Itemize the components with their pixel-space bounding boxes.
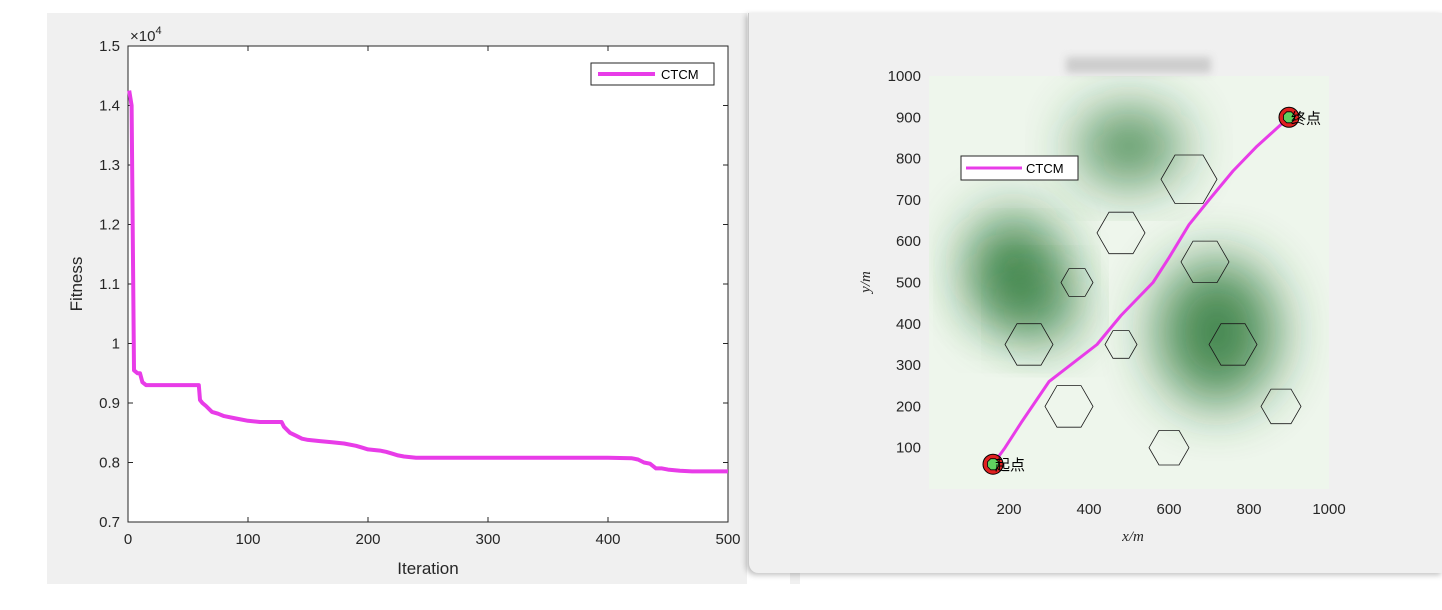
map-legend: CTCM <box>960 155 1079 181</box>
map-y-tick-label: 600 <box>896 233 921 250</box>
y-tick-label: 0.9 <box>99 395 120 412</box>
y-tick-label: 1.1 <box>99 276 120 293</box>
y-tick-label: 1.3 <box>99 157 120 174</box>
obstacle-hexagon <box>1208 323 1258 366</box>
y-tick-label: 1.2 <box>99 217 120 234</box>
y-tick-label: 0.7 <box>99 514 120 531</box>
window-edge <box>790 573 800 584</box>
map-x-tick-label: 200 <box>996 501 1021 518</box>
map-y-tick-label: 400 <box>896 316 921 333</box>
x-tick-label: 400 <box>595 531 620 548</box>
threat-field <box>969 109 1277 405</box>
map-y-tick-label: 300 <box>896 357 921 374</box>
y-tick-label: 0.8 <box>99 455 120 472</box>
map-x-tick-label: 1000 <box>1312 501 1345 518</box>
y-exponent-label: ×104 <box>130 25 162 45</box>
obstacle-hexagon <box>1260 388 1302 425</box>
map-x-tick-label: 400 <box>1076 501 1101 518</box>
map-y-tick-label: 700 <box>896 192 921 209</box>
x-tick-label: 100 <box>235 531 260 548</box>
threat-zone <box>1077 109 1181 184</box>
y-tick-label: 1 <box>112 336 120 353</box>
map-x-tick-label: 800 <box>1236 501 1261 518</box>
blurred-title <box>1066 57 1211 73</box>
map-y-tick-label: 100 <box>896 440 921 457</box>
map-legend-label: CTCM <box>1026 161 1064 176</box>
x-axis-label: Iteration <box>397 559 458 578</box>
end-point-label: 终点 <box>1291 110 1321 127</box>
obstacle-hexagon <box>1180 240 1230 284</box>
map-y-tick-label: 1000 <box>888 68 921 85</box>
start-point-label: 起点 <box>995 457 1025 474</box>
y-exponent-power: 4 <box>155 25 161 37</box>
obstacle-hexagon <box>1160 154 1218 204</box>
map-y-tick-label: 800 <box>896 151 921 168</box>
obstacle-hexagon <box>1044 385 1094 428</box>
map-y-axis-label: y/m <box>858 271 874 295</box>
end-point-core <box>1283 111 1295 124</box>
threat-zone <box>1157 259 1277 405</box>
threat-zone <box>977 249 1065 333</box>
legend: CTCM <box>590 62 715 86</box>
x-tick-label: 300 <box>475 531 500 548</box>
obstacle-hexagon <box>1096 211 1146 255</box>
obstacle-hexagon <box>1004 323 1054 366</box>
x-tick-label: 500 <box>715 531 740 548</box>
x-tick-label: 200 <box>355 531 380 548</box>
y-tick-label: 1.4 <box>99 98 120 115</box>
y-exponent-base: ×10 <box>130 28 155 45</box>
start-point-core <box>987 458 999 471</box>
legend-label: CTCM <box>661 67 699 82</box>
obstacle-hexagon <box>1060 268 1094 297</box>
x-tick-label: 0 <box>124 531 132 548</box>
map-y-tick-label: 500 <box>896 275 921 292</box>
path-line-ctcm <box>991 116 1291 466</box>
map-y-tick-label: 900 <box>896 109 921 126</box>
map-x-axis-label: x/m <box>1121 529 1144 545</box>
obstacle-hexagon <box>1148 429 1190 466</box>
obstacles <box>1004 154 1302 466</box>
map-x-tick-label: 600 <box>1156 501 1181 518</box>
map-y-tick-label: 200 <box>896 398 921 415</box>
y-tick-label: 1.5 <box>99 38 120 55</box>
plot-area <box>127 45 729 523</box>
series-line-ctcm <box>127 90 728 474</box>
y-axis-label: Fitness <box>67 257 86 312</box>
obstacle-hexagon <box>1104 330 1138 359</box>
